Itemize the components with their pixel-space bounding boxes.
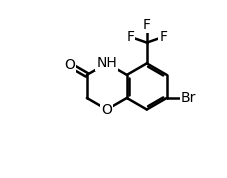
Text: F: F (142, 18, 150, 32)
Text: F: F (126, 30, 134, 44)
Text: NH: NH (96, 56, 117, 70)
Text: O: O (64, 58, 75, 72)
Text: O: O (101, 103, 112, 117)
Text: F: F (159, 30, 167, 44)
Text: Br: Br (180, 91, 195, 105)
